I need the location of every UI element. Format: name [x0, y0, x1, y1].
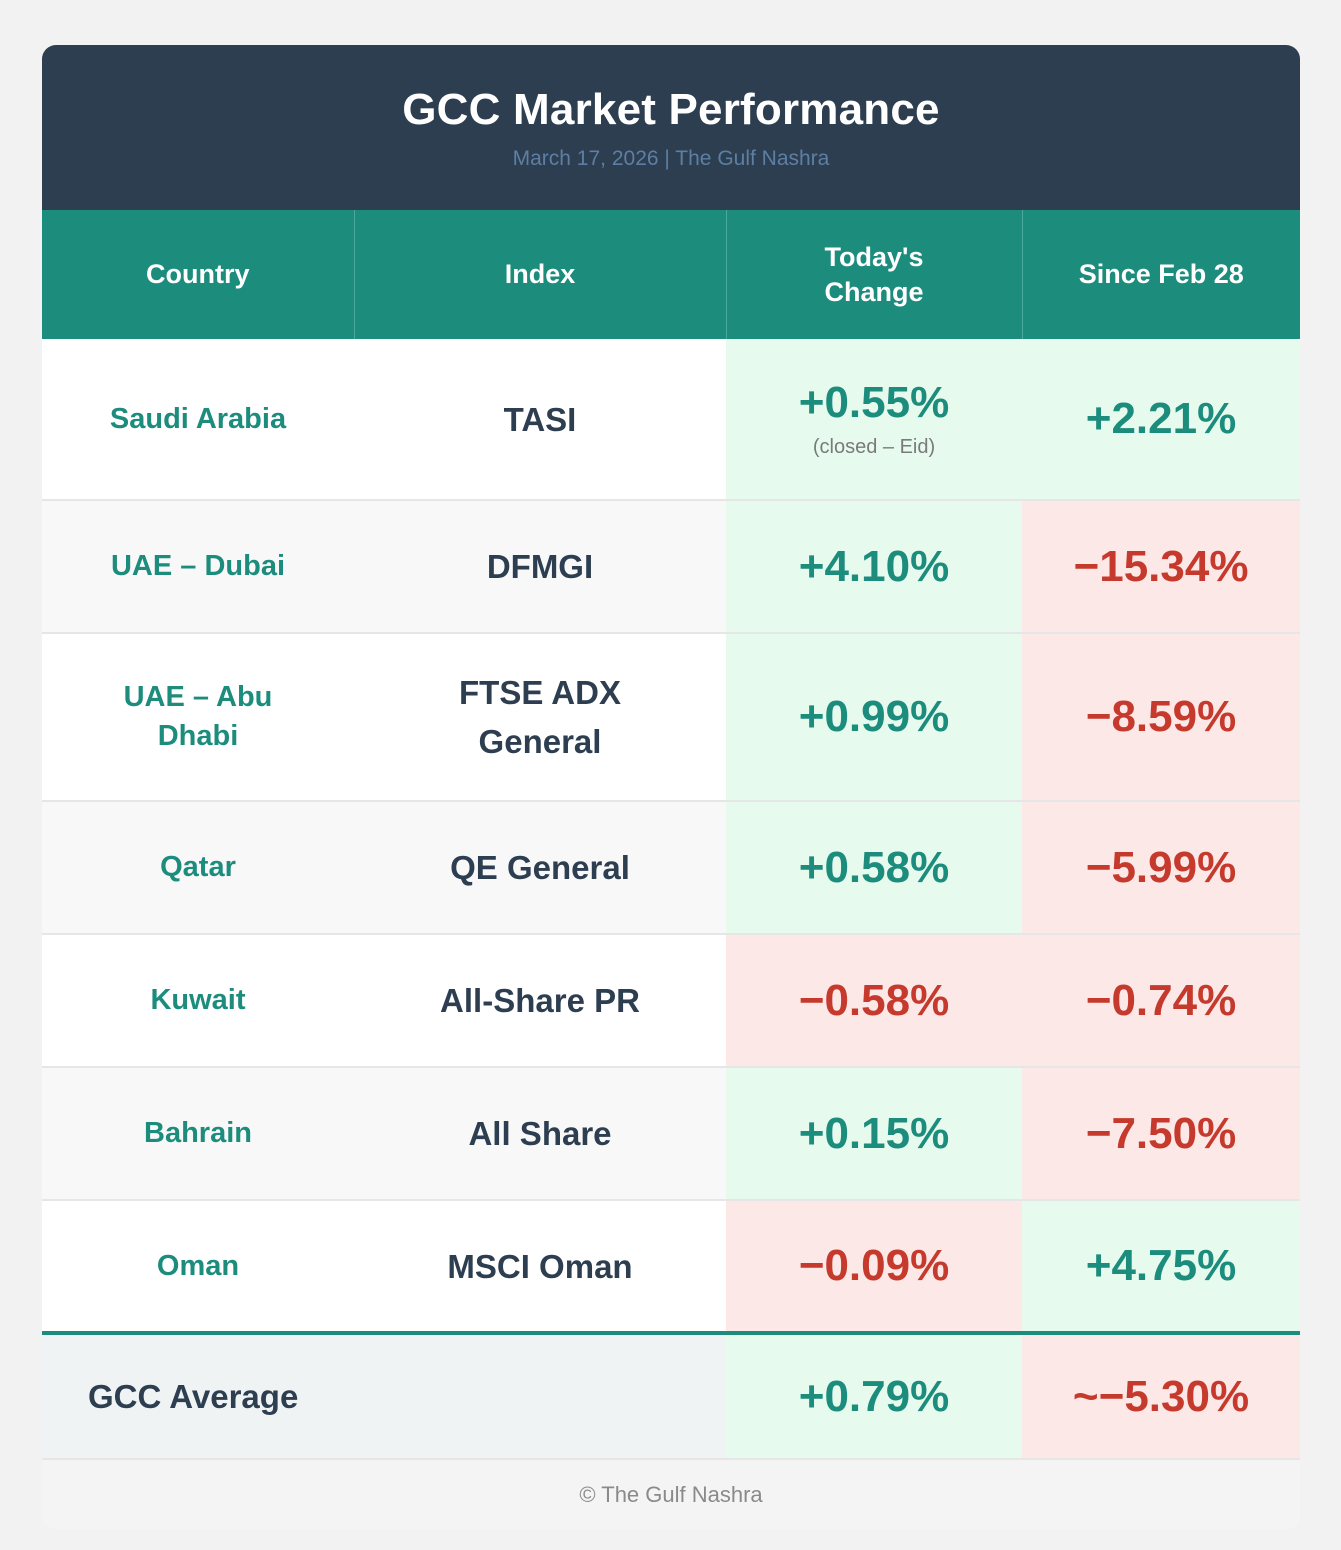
- index-cell: MSCI Oman: [354, 1200, 726, 1333]
- index-cell: All Share: [354, 1067, 726, 1201]
- table-row: Kuwait All-Share PR −0.58% −0.74%: [42, 934, 1300, 1068]
- table-row: UAE – Abu Dhabi FTSE ADX General +0.99% …: [42, 633, 1300, 802]
- since-feb-28-cell: −8.59%: [1022, 633, 1300, 802]
- index-cell: DFMGI: [354, 500, 726, 634]
- column-header-since-feb-28: Since Feb 28: [1021, 210, 1300, 339]
- since-feb-28-cell: −15.34%: [1022, 500, 1300, 634]
- country-cell: UAE – Abu Dhabi: [42, 633, 354, 802]
- performance-table: Country Index Today's Change Since Feb 2…: [42, 210, 1300, 1460]
- today-change-cell: +0.15%: [726, 1067, 1022, 1201]
- table-row: Bahrain All Share +0.15% −7.50%: [42, 1067, 1300, 1201]
- country-cell: Saudi Arabia: [42, 339, 354, 501]
- today-change-cell: +0.55% (closed – Eid): [726, 339, 1022, 501]
- country-cell: Bahrain: [42, 1067, 354, 1201]
- page-subtitle: March 17, 2026 | The Gulf Nashra: [512, 147, 830, 170]
- average-today-change: +0.79%: [726, 1331, 1022, 1460]
- since-feb-28-cell: −0.74%: [1022, 934, 1300, 1068]
- today-change-value: +0.55%: [798, 378, 950, 427]
- page-title: GCC Market Performance: [402, 85, 940, 134]
- table-row: Saudi Arabia TASI +0.55% (closed – Eid) …: [42, 339, 1300, 501]
- country-cell: Oman: [42, 1200, 354, 1333]
- table-row: UAE – Dubai DFMGI +4.10% −15.34%: [42, 500, 1300, 634]
- today-change-cell: −0.58%: [726, 934, 1022, 1068]
- index-cell: TASI: [354, 339, 726, 501]
- country-label: UAE – Abu Dhabi: [123, 681, 273, 752]
- average-row: GCC Average +0.79% ~−5.30%: [42, 1331, 1300, 1460]
- column-header-index: Index: [353, 210, 726, 339]
- since-feb-28-cell: +2.21%: [1022, 339, 1300, 501]
- table-row: Oman MSCI Oman −0.09% +4.75%: [42, 1200, 1300, 1333]
- today-change-cell: +0.58%: [726, 801, 1022, 935]
- today-change-cell: −0.09%: [726, 1200, 1022, 1333]
- table-header-row: Country Index Today's Change Since Feb 2…: [42, 210, 1300, 339]
- index-cell: FTSE ADX General: [354, 633, 726, 802]
- today-change-cell: +4.10%: [726, 500, 1022, 634]
- today-change-note: (closed – Eid): [812, 436, 936, 458]
- since-feb-28-cell: +4.75%: [1022, 1200, 1300, 1333]
- country-cell: Qatar: [42, 801, 354, 935]
- today-change-cell: +0.99%: [726, 633, 1022, 802]
- column-header-todays-change-label: Today's Change: [824, 241, 924, 307]
- index-cell: QE General: [354, 801, 726, 935]
- column-header-todays-change: Today's Change: [725, 210, 1022, 339]
- average-since-feb-28: ~−5.30%: [1022, 1331, 1300, 1460]
- column-header-country: Country: [42, 210, 354, 339]
- since-feb-28-cell: −5.99%: [1022, 801, 1300, 935]
- market-performance-card: GCC Market Performance March 17, 2026 | …: [42, 45, 1300, 1529]
- average-label: GCC Average: [42, 1331, 726, 1460]
- since-feb-28-cell: −7.50%: [1022, 1067, 1300, 1201]
- index-label: FTSE ADX General: [459, 674, 621, 760]
- card-header: GCC Market Performance March 17, 2026 | …: [42, 45, 1300, 210]
- country-cell: UAE – Dubai: [42, 500, 354, 634]
- footer-credit: © The Gulf Nashra: [42, 1460, 1300, 1529]
- table-row: Qatar QE General +0.58% −5.99%: [42, 801, 1300, 935]
- country-cell: Kuwait: [42, 934, 354, 1068]
- index-cell: All-Share PR: [354, 934, 726, 1068]
